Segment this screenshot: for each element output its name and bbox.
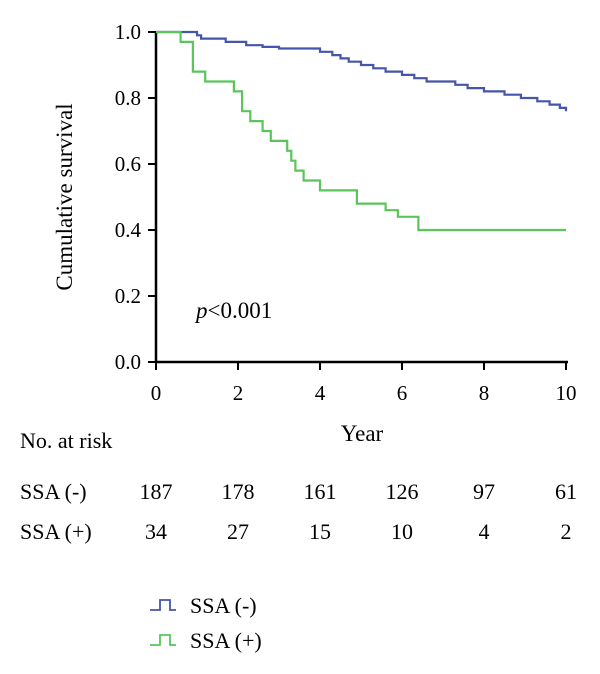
risk-table-title: No. at risk — [20, 428, 112, 453]
series-line-ssa-negative — [156, 30, 568, 112]
risk-cell: 10 — [391, 519, 413, 544]
x-tick-label: 2 — [233, 381, 244, 405]
x-tick-label: 0 — [151, 381, 162, 405]
series-line-ssa-positive — [156, 30, 566, 232]
risk-cell: 2 — [561, 519, 572, 544]
p-value-italic: p — [194, 298, 208, 323]
risk-row-label: SSA (+) — [20, 519, 92, 544]
risk-cell: 178 — [222, 479, 255, 504]
y-tick-label: 0.6 — [115, 152, 141, 176]
p-value-rest: <0.001 — [208, 298, 273, 323]
y-tick-label: 0.8 — [115, 86, 141, 110]
x-tick-label: 10 — [556, 381, 577, 405]
y-tick-label: 0.0 — [115, 350, 141, 374]
legend: SSA (-) SSA (+) — [150, 593, 262, 653]
risk-cell: 27 — [227, 519, 249, 544]
legend-swatch — [150, 634, 176, 646]
risk-cell: 97 — [473, 479, 495, 504]
p-value-annotation: p<0.001 — [194, 298, 272, 323]
risk-cell: 34 — [145, 519, 167, 544]
y-tick-label: 1.0 — [115, 20, 141, 44]
y-axis-title: Cumulative survival — [52, 103, 77, 290]
risk-row-label: SSA (-) — [20, 479, 87, 504]
risk-table: No. at risk SSA (-) 187 178 161 126 97 61 SSA (… — [20, 428, 577, 544]
x-tick-label: 8 — [479, 381, 490, 405]
series-layer — [156, 30, 568, 232]
risk-cell: 187 — [140, 479, 173, 504]
x-tick-label: 6 — [397, 381, 408, 405]
risk-cell: 126 — [386, 479, 419, 504]
y-tick-label: 0.4 — [115, 218, 142, 242]
legend-swatch — [150, 599, 176, 611]
risk-cell: 15 — [309, 519, 331, 544]
legend-label: SSA (-) — [190, 593, 257, 618]
risk-cell: 4 — [479, 519, 490, 544]
risk-cell: 161 — [304, 479, 337, 504]
x-tick-label: 4 — [315, 381, 326, 405]
x-axis: 0 2 4 6 8 10 — [151, 360, 577, 405]
legend-label: SSA (+) — [190, 628, 262, 653]
x-axis-title: Year — [341, 421, 384, 446]
y-tick-label: 0.2 — [115, 284, 141, 308]
risk-cell: 61 — [555, 479, 577, 504]
y-axis: 0.0 0.2 0.4 0.6 0.8 1.0 — [115, 20, 158, 374]
